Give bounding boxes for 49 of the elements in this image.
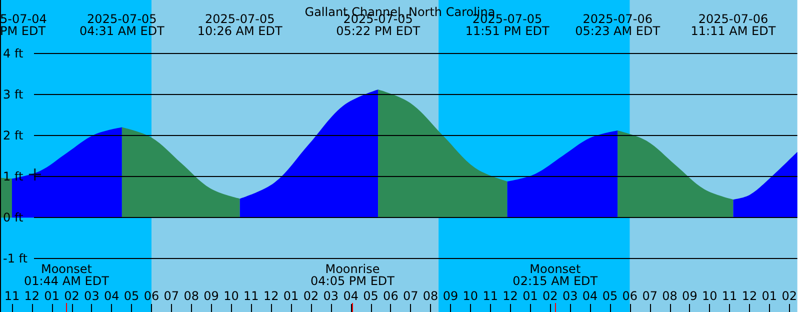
x-tick-label: 05	[602, 289, 618, 303]
x-tick-label: 06	[383, 289, 398, 303]
ref-line-label: Moonset 02:15 AM EDT	[512, 262, 598, 288]
x-tick-label: 06	[622, 289, 638, 303]
x-tick-label: 01	[283, 289, 299, 303]
x-tick-label: 01	[522, 289, 538, 303]
x-tick-label: 09	[442, 289, 458, 303]
x-tick-label: 12	[263, 289, 279, 303]
x-tick-label: 02	[303, 289, 319, 303]
x-tick-label: 05	[124, 289, 140, 303]
x-tick-label: 08	[662, 289, 678, 303]
x-tick-label: 03	[323, 289, 339, 303]
x-tick-label: 11	[722, 289, 738, 303]
x-tick-label: 01	[44, 289, 60, 303]
x-tick-label: 07	[402, 289, 418, 303]
x-tick-label: 02	[542, 289, 558, 303]
x-tick-label: 09	[682, 289, 698, 303]
y-tick-label: 3 ft	[3, 87, 24, 102]
y-tick-label: 2 ft	[3, 128, 24, 142]
x-tick-label: 12	[742, 289, 758, 303]
x-tick-label: 04	[343, 289, 358, 303]
x-tick-label: 08	[422, 289, 438, 303]
annotation: 5-07-04 PM EDT	[0, 12, 47, 38]
x-tick-label: 06	[144, 289, 160, 303]
annotation: 2025-07-05 10:26 AM EDT	[197, 12, 283, 38]
x-tick-label: 11	[482, 289, 498, 303]
x-tick-label: 09	[204, 289, 219, 303]
x-tick-label: 11	[4, 289, 20, 303]
x-tick-label: 01	[762, 289, 778, 303]
ref-line-label: Moonrise 04:05 PM EDT	[310, 262, 396, 288]
x-tick-label: 10	[462, 289, 478, 303]
x-tick-label: 02	[782, 289, 798, 303]
x-tick-label: 03	[84, 289, 100, 303]
x-tick-label: 04	[582, 289, 598, 303]
x-tick-label: 07	[164, 289, 180, 303]
annotation: 2025-07-06 05:23 AM EDT	[575, 12, 661, 38]
x-tick-label: 03	[562, 289, 578, 303]
x-tick-label: 11	[244, 289, 259, 303]
x-tick-label: 02	[64, 289, 80, 303]
x-tick-label: 12	[24, 289, 40, 303]
x-tick-label: 08	[184, 289, 199, 303]
x-tick-label: 04	[104, 289, 120, 303]
x-tick-label: 10	[702, 289, 718, 303]
x-tick-label: 05	[363, 289, 378, 303]
y-tick-label: 4 ft	[3, 46, 24, 60]
annotation: 2025-07-06 11:11 AM EDT	[690, 12, 776, 38]
x-tick-label: 10	[224, 289, 239, 303]
x-tick-label: 07	[642, 289, 658, 303]
x-tick-label: 12	[502, 289, 518, 303]
